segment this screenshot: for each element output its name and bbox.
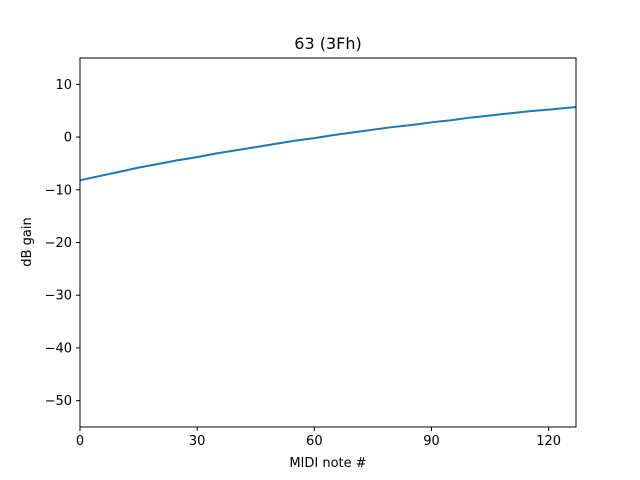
x-tick-label: 90 bbox=[423, 434, 440, 449]
x-tick-label: 60 bbox=[306, 434, 323, 449]
y-axis-label: dB gain bbox=[20, 217, 35, 266]
y-tick-label: −40 bbox=[45, 341, 72, 356]
y-tick-label: −50 bbox=[45, 394, 72, 409]
y-tick-label: −20 bbox=[45, 236, 72, 251]
y-axis: 10 0 −10 −20 −30 −40 −50 bbox=[45, 78, 80, 409]
y-tick-label: 10 bbox=[55, 78, 72, 93]
x-tick-label: 120 bbox=[536, 434, 561, 449]
x-axis-label: MIDI note # bbox=[289, 456, 366, 471]
y-tick-label: −30 bbox=[45, 289, 72, 304]
x-tick-label: 30 bbox=[189, 434, 206, 449]
series-line-0 bbox=[79, 106, 577, 182]
y-tick-label: 0 bbox=[64, 131, 72, 146]
x-tick-label: 0 bbox=[76, 434, 84, 449]
y-tick-label: −10 bbox=[45, 183, 72, 198]
plot-area bbox=[79, 57, 577, 428]
chart-title: 63 (3Fh) bbox=[294, 34, 361, 53]
x-axis: 0 30 60 90 120 bbox=[76, 427, 561, 449]
